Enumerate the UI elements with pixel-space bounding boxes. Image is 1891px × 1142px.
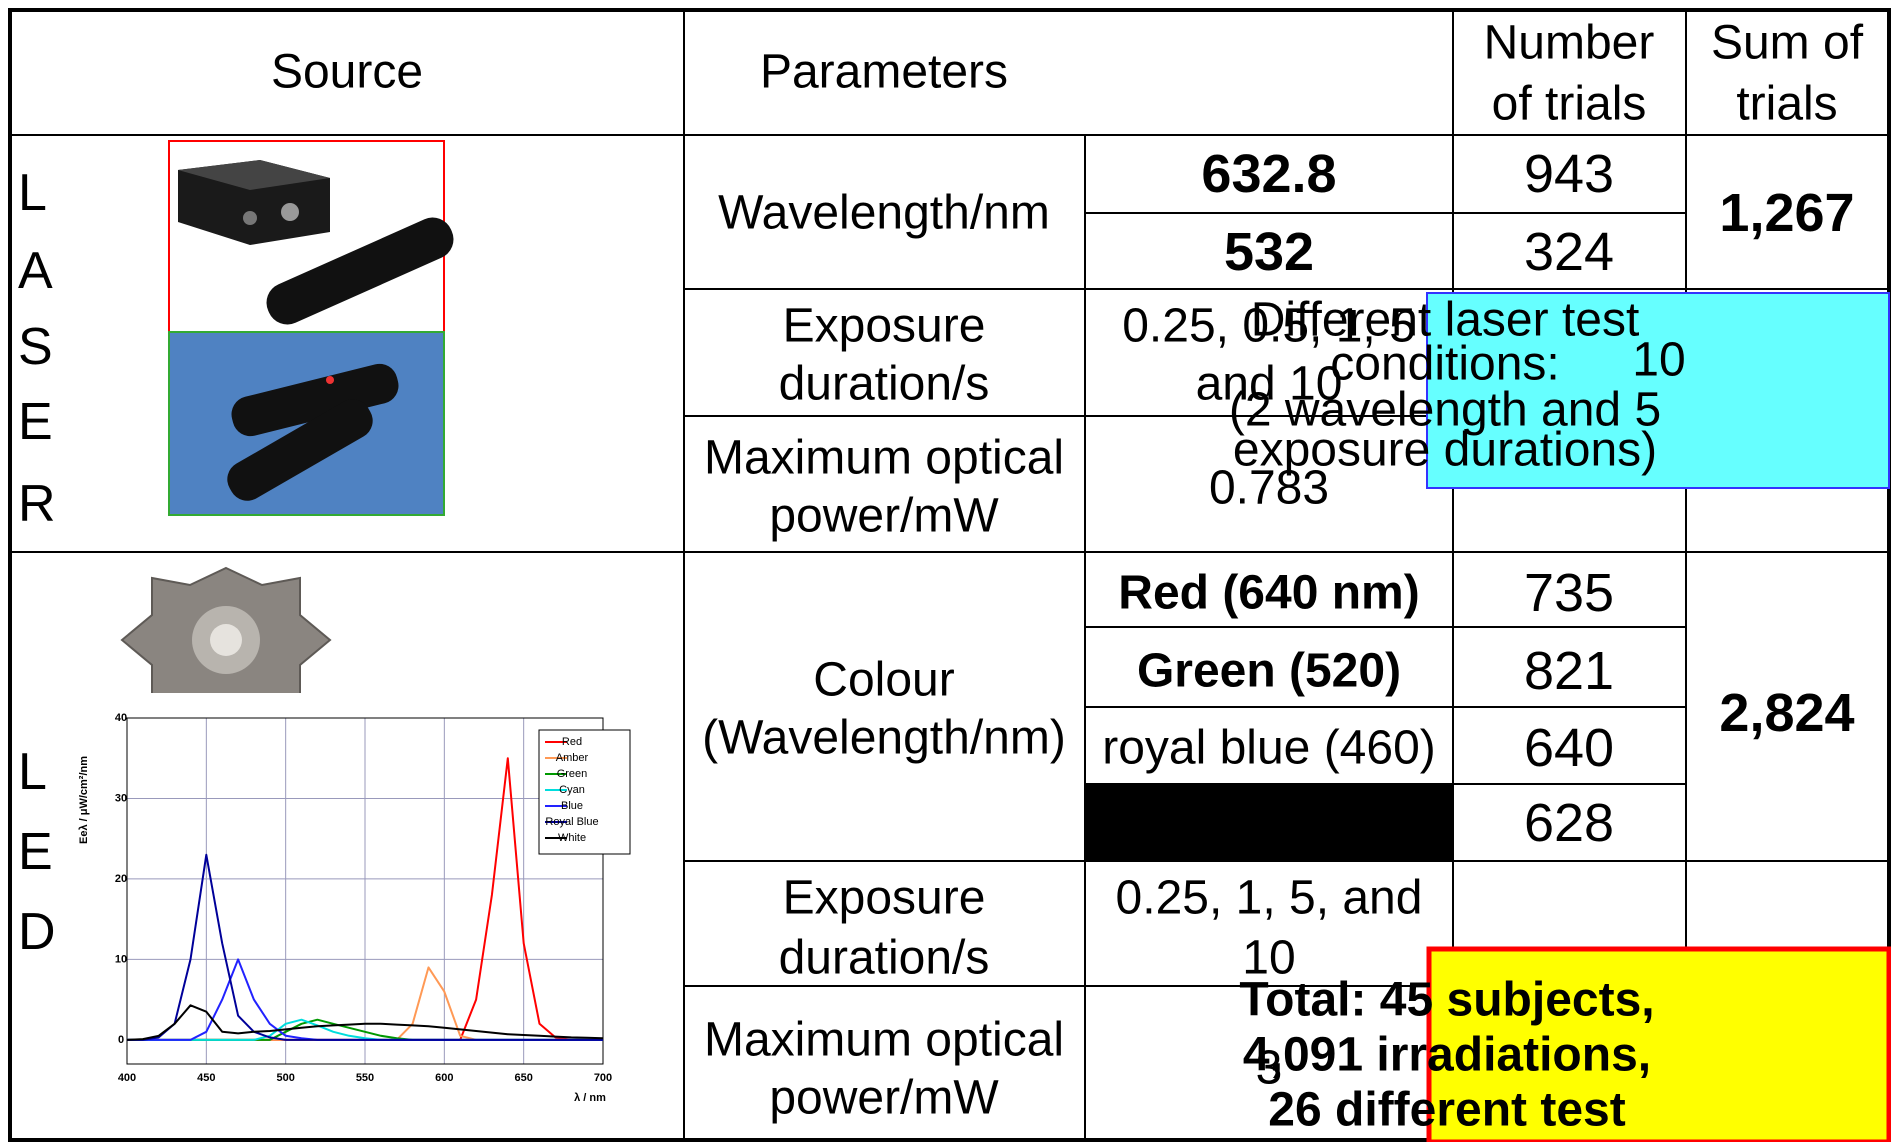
note-text: 26 different test <box>1268 1084 1625 1137</box>
trials: 324 <box>1524 222 1614 282</box>
table-cells <box>1085 784 1453 861</box>
colour-value: Green (520) <box>1137 645 1401 698</box>
laser-photo <box>168 140 454 516</box>
sum-trials: 2,824 <box>1719 683 1854 743</box>
note-box <box>1426 946 1891 1142</box>
laser-letter: S <box>18 318 53 376</box>
y-axis-label: Eeλ / μW/cm²/nm <box>78 756 90 844</box>
param-value: 0.783 <box>1209 462 1329 515</box>
param-label: duration/s <box>779 358 990 411</box>
colour-value: royal blue (460) <box>1102 722 1436 775</box>
conditions-note: Different laser test conditions: 10 (2 w… <box>1229 292 1890 489</box>
header-number: Number <box>1484 17 1655 70</box>
x-tick-label: 450 <box>197 1072 215 1084</box>
param-value: and 10 <box>1196 358 1343 411</box>
param-label: Colour <box>813 654 954 707</box>
x-tick-label: 600 <box>435 1072 453 1084</box>
led-letter: D <box>18 903 56 961</box>
plot-frame <box>126 717 604 1065</box>
header-parameters: Parameters <box>760 46 1008 99</box>
spectrum-line <box>127 853 603 1041</box>
header-source: Source <box>271 46 423 99</box>
laser-dot <box>326 376 334 384</box>
table-rules <box>8 8 1891 1142</box>
laser-letter: A <box>18 242 53 300</box>
table-border <box>8 8 1891 1142</box>
legend-label: Royal Blue <box>545 816 598 828</box>
knob <box>243 211 257 225</box>
param-label: Wavelength/nm <box>718 187 1050 240</box>
param-value: 0.25, 1, 5, and <box>1116 872 1423 925</box>
led-letter: E <box>18 823 53 881</box>
trials: 821 <box>1524 641 1614 701</box>
param-label: power/mW <box>769 1072 999 1125</box>
y-tick-label: 10 <box>115 953 127 965</box>
param-label: duration/s <box>779 932 990 985</box>
wavelength-value: 632.8 <box>1201 144 1336 204</box>
param-label: Maximum optical <box>704 1014 1064 1067</box>
note-text: 4,091 irradiations, <box>1243 1029 1651 1082</box>
total-note: Total: 45 subjects, 4,091 irradiations, … <box>1239 946 1891 1142</box>
legend-label: White <box>558 832 586 844</box>
laser-box-top <box>178 160 330 190</box>
param-value: 10 <box>1242 932 1295 985</box>
x-tick-label: 500 <box>276 1072 294 1084</box>
trials: 943 <box>1524 144 1614 204</box>
wavelength-value: 532 <box>1224 222 1314 282</box>
trials: 735 <box>1524 563 1614 623</box>
spectrum-chart: 400 450 500 550 600 650 700 0 10 20 30 40 Eeλ / μW/c… <box>66 693 669 1110</box>
x-tick-label: 650 <box>514 1072 532 1084</box>
y-tick-label: 0 <box>118 1034 124 1046</box>
y-tick-label: 30 <box>115 792 127 804</box>
header-sum: Sum of <box>1711 17 1864 70</box>
param-label: power/mW <box>769 490 999 543</box>
laser-letter: R <box>18 475 56 533</box>
note-text: (2 wavelength and 5 <box>1229 384 1661 437</box>
knob <box>281 203 299 221</box>
colour-value: white <box>1212 797 1325 850</box>
led-lens <box>210 624 242 656</box>
header-number: of trials <box>1492 78 1647 131</box>
colour-value: Red (640 nm) <box>1118 567 1419 620</box>
x-tick-label: 700 <box>594 1072 612 1084</box>
param-value: 3 <box>1256 1042 1283 1095</box>
spectrum-line <box>126 1004 604 1041</box>
param-label: Exposure <box>783 300 986 353</box>
note-count: 10 <box>1632 334 1685 387</box>
note-text: conditions: <box>1330 338 1559 391</box>
legend-label: Green <box>557 768 588 780</box>
legend-label: Cyan <box>559 784 585 796</box>
y-tick-label: 40 <box>115 712 127 724</box>
white-cell-bg <box>1085 784 1453 861</box>
x-axis-label: λ / nm <box>574 1092 606 1104</box>
note-box <box>1426 292 1890 489</box>
param-value: 0.25, 0.5, 1, 5 <box>1122 300 1416 353</box>
led-letter: L <box>18 743 47 801</box>
trials: 640 <box>1524 718 1614 778</box>
y-tick-label: 20 <box>115 873 127 885</box>
sum-trials: 1,267 <box>1719 183 1854 243</box>
legend-box <box>538 729 631 855</box>
trials: 628 <box>1524 793 1614 853</box>
header-sum: trials <box>1736 78 1837 131</box>
legend-label: Red <box>562 736 582 748</box>
note-text: Different laser test <box>1251 294 1640 347</box>
legend-label: Blue <box>561 800 583 812</box>
laser-module <box>231 363 399 437</box>
laser-tube <box>266 217 454 325</box>
param-label: Maximum optical <box>704 432 1064 485</box>
laser-module <box>227 399 373 501</box>
x-tick-label: 550 <box>356 1072 374 1084</box>
param-label: (Wavelength/nm) <box>702 712 1066 765</box>
laser-letter: L <box>18 164 47 222</box>
note-text: exposure durations) <box>1233 424 1657 477</box>
legend-label: Amber <box>556 752 589 764</box>
laser-letter: E <box>18 393 53 451</box>
led-photo <box>120 566 332 714</box>
param-label: Exposure <box>783 872 986 925</box>
note-text: Total: 45 subjects, <box>1239 974 1654 1027</box>
x-tick-label: 400 <box>118 1072 136 1084</box>
